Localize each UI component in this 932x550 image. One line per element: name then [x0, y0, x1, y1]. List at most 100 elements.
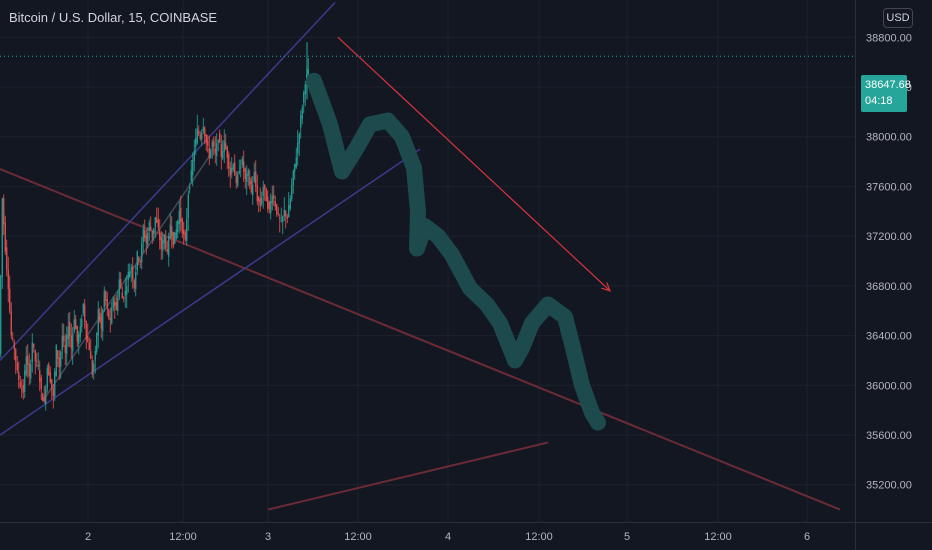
- candle-body: [145, 235, 147, 243]
- projection-arrow[interactable]: [337, 36, 611, 292]
- candle-body: [253, 172, 255, 182]
- candle-body: [61, 335, 63, 350]
- candle-body: [204, 127, 206, 137]
- candle-body: [172, 231, 174, 247]
- time-axis-tick-label: 12:00: [344, 531, 372, 543]
- candle-body: [216, 143, 218, 157]
- candle-body: [156, 218, 158, 223]
- candle-body: [261, 197, 263, 205]
- candle-body: [187, 194, 189, 219]
- candle-body: [75, 319, 77, 330]
- candle-body: [222, 151, 224, 159]
- candle-body: [66, 335, 68, 354]
- candle-body: [163, 235, 165, 244]
- candle-body: [1, 198, 3, 277]
- candle-body: [118, 279, 120, 298]
- candle-body: [214, 148, 216, 154]
- candle-body: [37, 364, 39, 367]
- candle-body: [229, 167, 231, 176]
- candle-body: [67, 326, 69, 340]
- candle-body: [139, 260, 141, 263]
- time-axis-tick-label: 2: [85, 531, 91, 543]
- trend-line-descending[interactable]: [0, 168, 841, 511]
- candle-body: [160, 236, 162, 250]
- candle-body: [154, 217, 156, 228]
- candle-body: [307, 69, 309, 74]
- candle-body: [112, 299, 114, 308]
- candle-body: [292, 170, 294, 186]
- price-axis-tick-label: 36000.00: [866, 380, 912, 392]
- candle-body: [96, 333, 98, 352]
- time-axis-tick-label: 12:00: [169, 531, 197, 543]
- candle-body: [49, 371, 51, 383]
- candle-body: [199, 134, 201, 139]
- time-axis-tick-label: 12:00: [704, 531, 732, 543]
- candle-body: [54, 371, 56, 397]
- candle-body: [108, 309, 110, 318]
- channel-lower-line[interactable]: [0, 148, 421, 436]
- candle-body: [189, 187, 191, 190]
- candle-body: [121, 292, 123, 299]
- candle-body: [259, 198, 261, 206]
- candle-body: [178, 210, 180, 225]
- candle-body: [4, 222, 6, 252]
- candle-body: [72, 333, 74, 352]
- candle-body: [111, 308, 113, 324]
- candle-body: [115, 302, 117, 310]
- candle-body: [168, 235, 170, 257]
- candle-body: [147, 233, 149, 246]
- currency-button[interactable]: USD: [883, 8, 913, 28]
- candle-body: [132, 266, 134, 280]
- candle-body: [256, 185, 258, 202]
- candle-body: [184, 232, 186, 240]
- candle-body: [123, 297, 125, 299]
- candle-body: [213, 141, 215, 147]
- candle-body: [105, 291, 107, 301]
- candle-body: [88, 342, 90, 351]
- candle-body: [16, 362, 18, 370]
- candle-body: [34, 350, 36, 361]
- candle-body: [282, 216, 284, 223]
- candle-body: [223, 140, 225, 152]
- candle-body: [298, 133, 300, 144]
- price-axis-tick-label: 37200.00: [866, 231, 912, 243]
- time-axis-tick-label: 5: [624, 531, 630, 543]
- candle-body: [124, 290, 126, 296]
- trend-line-ascending[interactable]: [267, 441, 549, 511]
- candle-body: [277, 212, 279, 215]
- price-axis-tick-label: 36800.00: [866, 281, 912, 293]
- candle-body: [45, 388, 47, 404]
- candle-body: [73, 319, 75, 332]
- projection-brush-path[interactable]: [306, 72, 606, 431]
- candle-body: [291, 185, 293, 200]
- candle-body: [79, 326, 81, 338]
- candle-body: [31, 342, 33, 363]
- channel-upper-line[interactable]: [0, 1, 336, 361]
- symbol-title[interactable]: Bitcoin / U.S. Dollar, 15, COINBASE: [9, 10, 218, 25]
- candle-body: [106, 298, 108, 309]
- candle-body: [237, 174, 239, 186]
- candle-body: [159, 231, 161, 241]
- candle-body: [235, 176, 237, 184]
- candle-body: [198, 130, 200, 135]
- candle-body: [171, 226, 173, 237]
- candle-body: [126, 286, 128, 295]
- price-axis-tick-label: 38800.00: [866, 32, 912, 44]
- candle-body: [297, 142, 299, 154]
- candle-body: [10, 311, 12, 336]
- price-axis-tick-label: 35200.00: [866, 480, 912, 492]
- candle-body: [100, 316, 102, 329]
- candle-body: [151, 230, 153, 238]
- candle-body: [51, 379, 53, 390]
- candle-body: [301, 107, 303, 119]
- candle-body: [285, 211, 287, 217]
- candle-body: [226, 147, 228, 158]
- candle-body: [180, 207, 182, 223]
- candle-body: [114, 301, 116, 306]
- candle-body: [192, 160, 194, 176]
- candle-body: [58, 357, 60, 368]
- candle-body: [247, 170, 249, 176]
- channel-mid-line[interactable]: [44, 154, 211, 399]
